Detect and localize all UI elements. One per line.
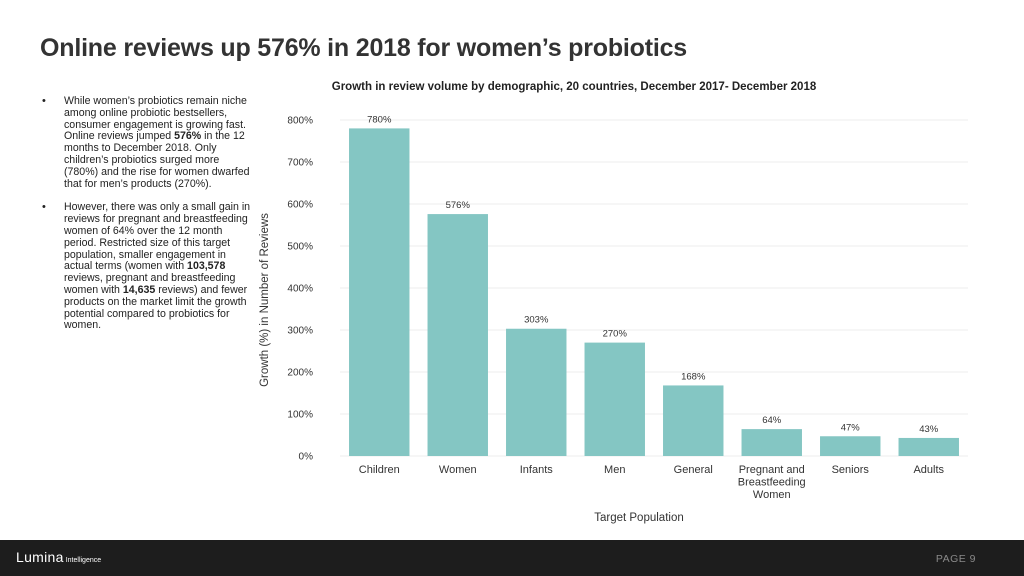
bullet-emphasis: 103,578 xyxy=(187,260,226,273)
x-tick-label-line: General xyxy=(674,464,713,476)
y-tick-label: 200% xyxy=(287,368,313,379)
x-tick-label-line: Seniors xyxy=(832,464,870,476)
y-tick-label: 400% xyxy=(287,284,313,295)
data-label: 576% xyxy=(446,200,471,211)
x-tick-label: Pregnant and Breastfeeding Women xyxy=(738,464,806,501)
data-label: 780% xyxy=(367,114,392,125)
page-number: PAGE 9 xyxy=(935,553,976,565)
data-label: 270% xyxy=(603,329,628,340)
chart-title: Growth in review volume by demographic, … xyxy=(332,81,817,93)
x-tick-label: Women xyxy=(439,464,477,476)
bullet-emphasis: 14,635 xyxy=(122,283,156,296)
logo-sub-text: Intelligence xyxy=(65,557,102,564)
data-label: 303% xyxy=(524,315,549,326)
lumina-logo: Lumina Intelligence xyxy=(16,549,101,567)
y-tick-label: 100% xyxy=(287,410,313,421)
bar xyxy=(741,429,802,456)
data-label: 47% xyxy=(841,422,861,433)
bar-chart: Growth in review volume by demographic, … xyxy=(259,81,968,524)
y-tick-label: 800% xyxy=(287,116,313,127)
x-tick-label: Adults xyxy=(913,464,944,476)
slide-title: Online reviews up 576% in 2018 for women… xyxy=(40,34,688,62)
y-tick-label: 300% xyxy=(287,326,313,337)
data-label: 43% xyxy=(919,424,939,435)
x-tick-label-line: Infants xyxy=(520,464,554,476)
bar xyxy=(898,437,959,456)
y-tick-label: 700% xyxy=(287,158,313,169)
x-tick-label-line: Women xyxy=(439,464,477,476)
x-tick-label: Infants xyxy=(520,464,554,476)
y-tick-label: 500% xyxy=(287,242,313,253)
x-tick-label: Seniors xyxy=(832,464,870,476)
bullet-item: However, there was only a small gain in … xyxy=(42,201,254,332)
x-tick-label: General xyxy=(674,464,713,476)
x-tick-label-line: Adults xyxy=(913,464,944,476)
bar xyxy=(584,342,645,456)
bullet-list: While women’s probiotics remain niche am… xyxy=(42,95,254,344)
footer-bar: Lumina Intelligence PAGE 9 xyxy=(0,540,1024,576)
bar xyxy=(349,128,410,456)
x-tick-label: Children xyxy=(359,464,400,476)
bar xyxy=(820,436,881,456)
y-axis-label: Growth (%) in Number of Reviews xyxy=(259,213,271,387)
y-tick-label: 0% xyxy=(299,452,314,463)
x-tick-label-line: Pregnant and xyxy=(739,464,805,476)
bar xyxy=(506,328,567,456)
data-label: 64% xyxy=(762,415,782,426)
bullet-emphasis: 576% xyxy=(174,130,202,143)
x-tick-label-line: Children xyxy=(359,464,400,476)
x-tick-label-line: Men xyxy=(604,464,625,476)
y-tick-label: 600% xyxy=(287,200,313,211)
x-tick-label: Men xyxy=(604,464,625,476)
x-axis-label: Target Population xyxy=(594,512,684,524)
x-tick-label-line: Breastfeeding xyxy=(738,477,806,489)
x-tick-label-line: Women xyxy=(753,489,791,501)
logo-main-text: Lumina xyxy=(16,549,64,565)
bar xyxy=(427,214,488,456)
data-label: 168% xyxy=(681,371,706,382)
bullet-item: While women’s probiotics remain niche am… xyxy=(42,95,254,190)
bar xyxy=(663,385,724,456)
